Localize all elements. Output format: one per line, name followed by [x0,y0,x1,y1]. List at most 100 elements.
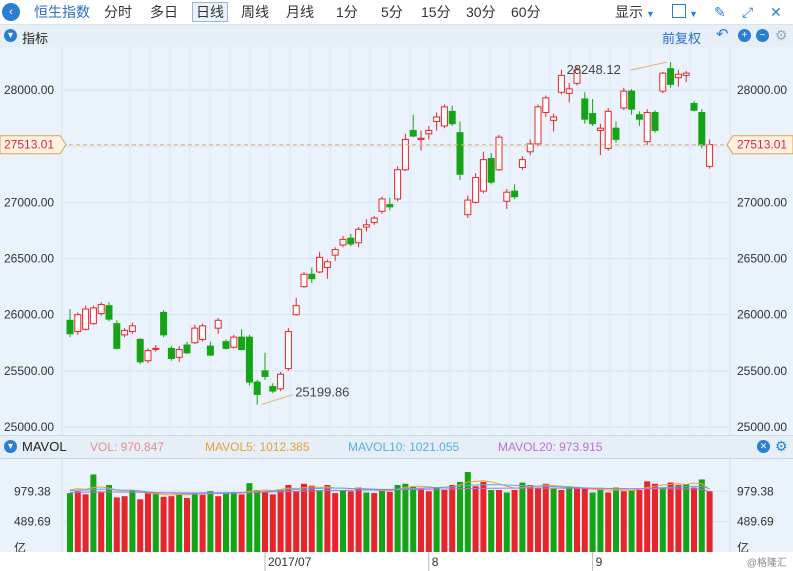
candle-up [518,159,526,169]
tab-1min[interactable]: 1分 [336,4,358,20]
candle-down [690,102,698,111]
remove-indicator-icon[interactable]: ✕ [757,440,770,453]
price-tick-label-right: 25500.00 [737,364,787,378]
chevron-left-icon[interactable]: ‹ [2,3,20,21]
add-icon[interactable]: + [738,29,751,42]
candle-down [456,132,464,175]
candle-up [175,348,183,358]
collapse-icon[interactable]: ▾ [4,29,17,42]
close-icon[interactable]: ✕ [770,4,782,20]
volume-bar-down [457,481,463,552]
volume-bar-down [223,493,229,552]
volume-bar-down [246,483,253,552]
volume-bar-up [160,496,167,552]
square-select-icon[interactable]: ▼ [672,3,698,23]
candle-down [245,336,253,383]
tab-yuexian[interactable]: 月线 [286,4,314,20]
volume-bar-up [675,485,682,552]
volume-bar-down [410,486,417,552]
volume-bar-down [519,482,526,552]
volume-bar-up [308,485,315,552]
volume-bar-up [98,492,105,552]
volume-bar-up [74,491,81,552]
volume-settings-icon[interactable]: ⚙ [775,438,788,454]
settings-icon[interactable]: ⚙ [775,27,788,43]
volume-bar-up [636,490,643,552]
candle-up [401,138,409,171]
volume-bar-down [503,492,510,552]
candle-up [503,191,511,202]
volume-bar-up [706,491,713,552]
volume-bar-down [176,494,183,552]
candle-up [144,350,152,362]
volume-bar-up [581,488,588,552]
volume-bar-up [262,492,268,552]
adjust-mode[interactable]: 前复权 [662,31,702,46]
candle-up [706,144,714,167]
display-dropdown[interactable]: 显示 ▼ [615,3,655,21]
volume-bar-up [238,494,245,552]
minus-icon[interactable]: − [756,29,769,42]
candle-down [347,237,355,245]
candle-down [487,158,495,183]
candle-down [511,190,519,198]
candle-up [394,169,402,200]
volume-bar-up [285,485,292,552]
candle-up [292,305,300,316]
tab-30min[interactable]: 30分 [466,4,496,20]
volume-bar-up [371,493,378,552]
candle-up [479,159,487,192]
tab-rixian[interactable]: 日线 [192,2,228,22]
candle-up [542,97,550,113]
mavol20-value: MAVOL20: 973.915 [498,440,603,454]
volume-bar-down [191,493,198,552]
date-axis-bg [0,552,793,571]
volume-bar-up [667,482,674,552]
price-tick-label-right: 26500.00 [737,252,787,266]
volume-bar-down [254,490,261,552]
volume-bar-up [277,490,284,552]
candle-up [214,319,222,329]
candle-up [604,110,612,149]
collapse-volume-icon[interactable]: ▾ [4,440,17,453]
volume-unit-left: 亿 [14,540,26,555]
indicator-title: 指标 [22,31,49,46]
tab-15min[interactable]: 15分 [421,4,451,20]
caret-down-icon: ▼ [646,9,655,19]
tab-duori[interactable]: 多日 [150,4,178,20]
volume-bar-down [152,493,159,552]
volume-bar-up [441,490,448,552]
undo-icon[interactable]: ↶ [716,26,729,43]
tab-fenshi[interactable]: 分时 [104,4,132,20]
vol-value: VOL: 970.847 [90,440,165,454]
price-panel-bg [0,47,793,435]
candle-up [89,307,97,325]
current-price-label-right: 27513.01 [737,138,787,152]
candle-down [261,370,269,377]
candle-up [659,72,667,92]
candle-up [620,90,628,109]
tab-5min[interactable]: 5分 [381,4,403,20]
watermark: @格隆汇 [746,558,787,569]
candle-down [136,338,144,363]
tab-zhouxian[interactable]: 周线 [241,4,269,20]
candle-up [339,238,347,246]
volume-bar-down [207,491,214,552]
pen-icon[interactable]: ✎ [714,4,726,20]
candle-up [674,73,682,79]
volume-bar-up [332,493,339,552]
candle-down [651,111,659,131]
mavol10-value: MAVOL10: 1021.055 [348,440,460,454]
current-price-tag-left [0,135,67,155]
price-tick-label-right: 28000.00 [737,83,787,97]
candle-up [464,199,472,216]
volume-bar-down [550,488,557,552]
volume-bar-up [199,494,206,552]
date-label: 9 [596,555,603,569]
index-name[interactable]: 恒生指数 [34,4,90,20]
candle-down [448,110,456,125]
volume-bar-up [644,481,651,552]
expand-icon[interactable]: ⤢ [742,4,754,20]
tab-60min[interactable]: 60分 [511,4,541,20]
candle-up [526,143,534,153]
